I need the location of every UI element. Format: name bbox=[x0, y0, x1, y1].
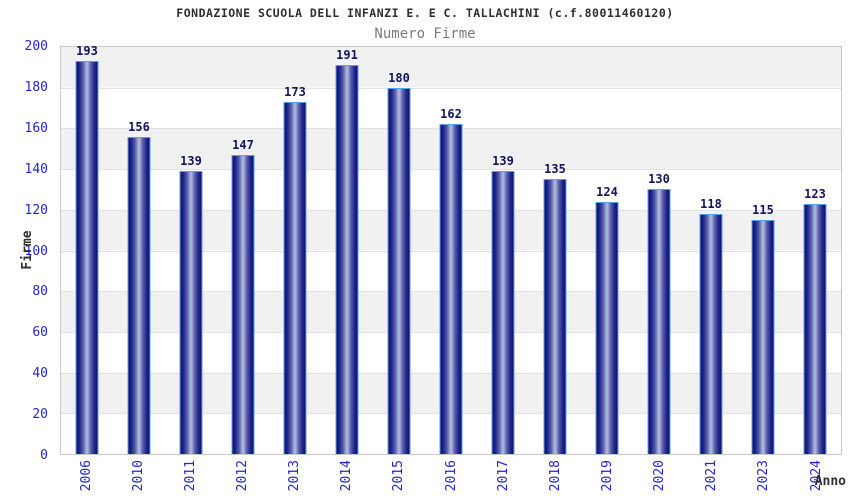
bar-slot-2006: 193 bbox=[61, 44, 113, 454]
bar-value-label: 139 bbox=[180, 154, 202, 169]
x-tick-cell: 2006 bbox=[60, 460, 112, 491]
bars-row: 193 156 139 147 173 191 180 162 139 135 124 130 118 1… bbox=[61, 44, 841, 454]
bar-2012 bbox=[231, 154, 255, 454]
bar-value-label: 115 bbox=[752, 202, 774, 217]
y-tick-label: 80 bbox=[32, 284, 48, 300]
chart-subtitle: Numero Firme bbox=[374, 26, 476, 42]
bar-value-label: 123 bbox=[804, 186, 826, 201]
bar-2014 bbox=[335, 65, 359, 454]
bar-value-label: 147 bbox=[232, 137, 254, 152]
x-tick-label: 2020 bbox=[652, 460, 668, 492]
bar-2019 bbox=[595, 201, 619, 454]
bar-value-label: 130 bbox=[648, 172, 670, 187]
x-tick-cell: 2023 bbox=[738, 460, 790, 491]
bar-value-label: 193 bbox=[76, 44, 98, 59]
x-tick-cell: 2017 bbox=[477, 460, 529, 491]
bar-slot-2019: 124 bbox=[581, 47, 633, 454]
x-tick-cell: 2019 bbox=[581, 460, 633, 491]
bar-value-label: 162 bbox=[440, 107, 462, 122]
plot-area: 193 156 139 147 173 191 180 162 139 135 124 130 118 1… bbox=[60, 44, 842, 455]
y-tick-label: 200 bbox=[24, 39, 48, 54]
x-tick-cell: 2021 bbox=[686, 460, 738, 491]
x-tick-label: 2012 bbox=[234, 460, 250, 492]
x-tick-label: 2021 bbox=[704, 460, 720, 492]
x-tick-label: 2014 bbox=[339, 460, 355, 492]
x-tick-label: 2017 bbox=[495, 460, 511, 492]
y-tick-label: 60 bbox=[32, 325, 48, 341]
x-tick-cell: 2015 bbox=[373, 460, 425, 491]
y-tick-label: 0 bbox=[40, 448, 48, 463]
bar-slot-2018: 135 bbox=[529, 47, 581, 454]
bar-value-label: 180 bbox=[388, 70, 410, 85]
bar-value-label: 191 bbox=[336, 48, 358, 63]
bar-2023 bbox=[751, 219, 775, 454]
bar-2011 bbox=[179, 171, 203, 454]
bar-slot-2021: 118 bbox=[685, 47, 737, 454]
bar-2015 bbox=[387, 87, 411, 454]
x-tick-label: 2016 bbox=[443, 460, 459, 492]
bar-slot-2020: 130 bbox=[633, 47, 685, 454]
bar-value-label: 173 bbox=[284, 84, 306, 99]
x-axis-title: Anno bbox=[814, 474, 846, 489]
x-tick-cell: 2013 bbox=[269, 460, 321, 491]
bar-value-label: 124 bbox=[596, 184, 618, 199]
bar-value-label: 118 bbox=[700, 196, 722, 211]
bar-2016 bbox=[439, 124, 463, 454]
bar-slot-2015: 180 bbox=[373, 47, 425, 454]
x-tick-label: 2019 bbox=[599, 460, 615, 492]
x-tick-label: 2006 bbox=[78, 460, 94, 492]
x-tick-cell: 2011 bbox=[164, 460, 216, 491]
bar-slot-2014: 191 bbox=[321, 47, 373, 454]
bar-slot-2016: 162 bbox=[425, 47, 477, 454]
x-tick-label: 2015 bbox=[391, 460, 407, 492]
x-tick-label: 2018 bbox=[547, 460, 563, 492]
x-tick-cell: 2014 bbox=[321, 460, 373, 491]
bar-slot-2010: 156 bbox=[113, 47, 165, 454]
y-tick-label: 120 bbox=[24, 202, 48, 218]
x-tick-label: 2011 bbox=[182, 460, 198, 492]
bar-2006 bbox=[75, 61, 99, 454]
bar-slot-2012: 147 bbox=[217, 47, 269, 454]
chart-title: FONDAZIONE SCUOLA DELL INFANZI E. E C. T… bbox=[176, 6, 674, 20]
bar-slot-2013: 173 bbox=[269, 47, 321, 454]
x-axis-labels: 2006 2010 2011 2012 2013 2014 2015 2016 2017 2018… bbox=[60, 460, 842, 491]
bar-value-label: 139 bbox=[492, 154, 514, 169]
y-tick-label: 20 bbox=[32, 407, 48, 423]
x-tick-label: 2013 bbox=[287, 460, 303, 492]
y-tick-label: 140 bbox=[24, 161, 48, 177]
y-tick-label: 160 bbox=[24, 120, 48, 136]
bar-2010 bbox=[127, 136, 151, 454]
y-tick-label: 40 bbox=[32, 366, 48, 382]
bar-slot-2024: 123 bbox=[789, 47, 841, 454]
gridline bbox=[61, 87, 841, 89]
bar-slot-2011: 139 bbox=[165, 47, 217, 454]
bar-2024 bbox=[803, 203, 827, 454]
x-tick-label: 2023 bbox=[756, 460, 772, 492]
x-tick-cell: 2012 bbox=[216, 460, 268, 491]
bar-value-label: 135 bbox=[544, 162, 566, 177]
x-tick-label: 2010 bbox=[130, 460, 146, 492]
x-tick-cell: 2020 bbox=[634, 460, 686, 491]
x-tick-cell: 2016 bbox=[425, 460, 477, 491]
x-tick-cell: 2018 bbox=[529, 460, 581, 491]
bar-2017 bbox=[491, 171, 515, 454]
bar-2020 bbox=[647, 189, 671, 454]
bar-value-label: 156 bbox=[128, 119, 150, 134]
bar-2013 bbox=[283, 101, 307, 454]
bar-2018 bbox=[543, 179, 567, 454]
y-tick-label: 100 bbox=[24, 243, 48, 259]
y-tick-label: 180 bbox=[24, 79, 48, 95]
x-tick-cell: 2010 bbox=[112, 460, 164, 491]
bar-2021 bbox=[699, 213, 723, 454]
bar-slot-2017: 139 bbox=[477, 47, 529, 454]
bar-slot-2023: 115 bbox=[737, 47, 789, 454]
